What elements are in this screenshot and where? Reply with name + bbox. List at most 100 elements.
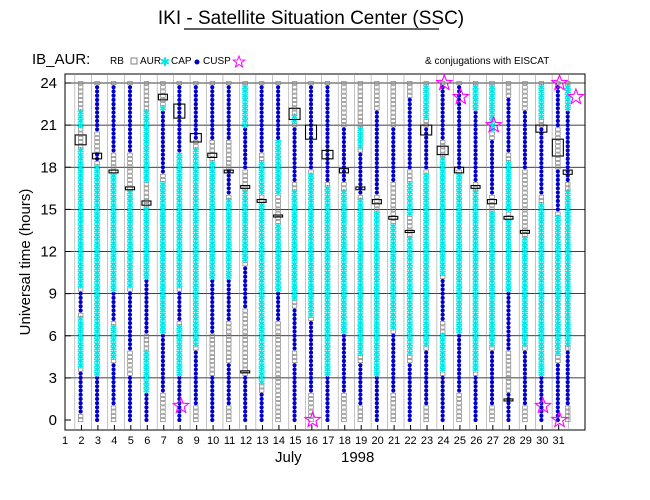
cusp-point <box>440 316 445 322</box>
cusp-point <box>506 139 511 145</box>
cusp-point <box>374 182 379 187</box>
cap-point: ✱ <box>406 201 414 211</box>
aur-point <box>77 102 84 107</box>
cusp-point <box>489 375 495 380</box>
aur-point <box>242 169 248 174</box>
cusp-point <box>127 127 133 132</box>
aur-point <box>291 354 298 359</box>
cap-point: ✱ <box>564 281 572 291</box>
cap-point: ✱ <box>505 239 513 249</box>
cap-point: ✱ <box>274 155 282 165</box>
cusp-point <box>440 127 445 132</box>
cusp-point <box>565 144 570 149</box>
cusp-point <box>457 114 462 119</box>
cap-point: ✱ <box>110 349 118 359</box>
cap-point: ✱ <box>324 201 332 211</box>
cusp-point <box>160 127 166 132</box>
aur-point <box>258 388 265 393</box>
cusp-point <box>78 295 83 300</box>
cusp-point <box>358 165 363 170</box>
cusp-point <box>539 186 544 191</box>
cap-point: ✱ <box>192 273 200 283</box>
cap-point: ✱ <box>307 311 315 321</box>
cusp-point <box>341 337 347 343</box>
cusp-point <box>193 371 198 376</box>
cusp-point <box>325 417 330 423</box>
cusp-point <box>177 93 182 98</box>
cap-point: ✱ <box>505 281 513 291</box>
cusp-point <box>276 316 281 322</box>
cap-point: ✱ <box>192 290 200 300</box>
cap-point: ✱ <box>192 159 200 169</box>
cap-point: ✱ <box>192 302 200 312</box>
cusp-point <box>440 379 445 385</box>
cusp-point <box>565 160 570 166</box>
cusp-point <box>325 144 330 149</box>
cap-point: ✱ <box>505 172 513 182</box>
cap-point: ✱ <box>209 231 217 241</box>
aur-point <box>505 384 512 389</box>
cusp-point <box>210 321 215 326</box>
cap-point: ✱ <box>472 294 480 304</box>
aur-point <box>522 102 528 107</box>
cap-point: ✱ <box>554 243 562 253</box>
cusp-point <box>555 106 560 111</box>
cusp-point <box>565 123 570 128</box>
aur-point <box>226 325 232 330</box>
cap-point: ✱ <box>77 281 85 291</box>
cusp-point <box>210 287 215 292</box>
cusp-point <box>276 89 281 94</box>
cap-point: ✱ <box>406 281 414 291</box>
cap-point: ✱ <box>93 277 101 287</box>
aur-point <box>522 169 528 174</box>
cusp-point <box>127 135 133 140</box>
cusp-point <box>522 160 528 166</box>
cap-point: ✱ <box>564 260 572 270</box>
aur-point <box>555 144 561 149</box>
cusp-point <box>210 291 215 296</box>
cap-point: ✱ <box>176 201 184 211</box>
cusp-point <box>506 148 511 153</box>
aur-point <box>390 207 396 212</box>
cap-point: ✱ <box>455 256 463 266</box>
aur-point <box>390 119 396 123</box>
rb-box <box>207 152 218 158</box>
cusp-point <box>522 152 528 157</box>
aur-point <box>423 409 429 414</box>
cusp-point <box>374 152 379 157</box>
cap-point: ✱ <box>258 286 266 296</box>
cap-point: ✱ <box>538 231 546 241</box>
cap-point: ✱ <box>77 201 85 211</box>
cusp-point <box>555 363 560 368</box>
cap-point: ✱ <box>324 260 332 270</box>
cusp-point <box>144 409 149 414</box>
cusp-point <box>407 110 412 115</box>
cusp-point <box>374 165 379 170</box>
cap-point: ✱ <box>93 227 101 237</box>
cap-point: ✱ <box>110 340 118 350</box>
y-tick-label: 18 <box>40 159 57 176</box>
cusp-point <box>407 114 412 119</box>
cap-point: ✱ <box>225 256 233 266</box>
cap-point: ✱ <box>439 193 447 203</box>
cap-point: ✱ <box>373 340 381 350</box>
aur-point <box>226 350 232 355</box>
aur-point <box>555 354 561 359</box>
cusp-point <box>374 114 379 119</box>
aur-point <box>522 194 528 199</box>
aur-point <box>440 329 446 334</box>
cusp-point <box>473 409 478 414</box>
aur-point <box>160 178 166 182</box>
cusp-point <box>292 396 297 402</box>
cusp-point <box>94 101 100 107</box>
cusp-point <box>144 401 149 406</box>
cap-point: ✱ <box>324 269 332 279</box>
cap-point: ✱ <box>93 340 101 350</box>
cusp-point <box>473 123 478 128</box>
cap-point: ✱ <box>357 130 365 140</box>
cap-point: ✱ <box>488 121 496 131</box>
aur-point <box>390 392 396 397</box>
cusp-point <box>94 89 100 94</box>
cap-point: ✱ <box>291 248 299 258</box>
cap-point: ✱ <box>538 277 546 287</box>
